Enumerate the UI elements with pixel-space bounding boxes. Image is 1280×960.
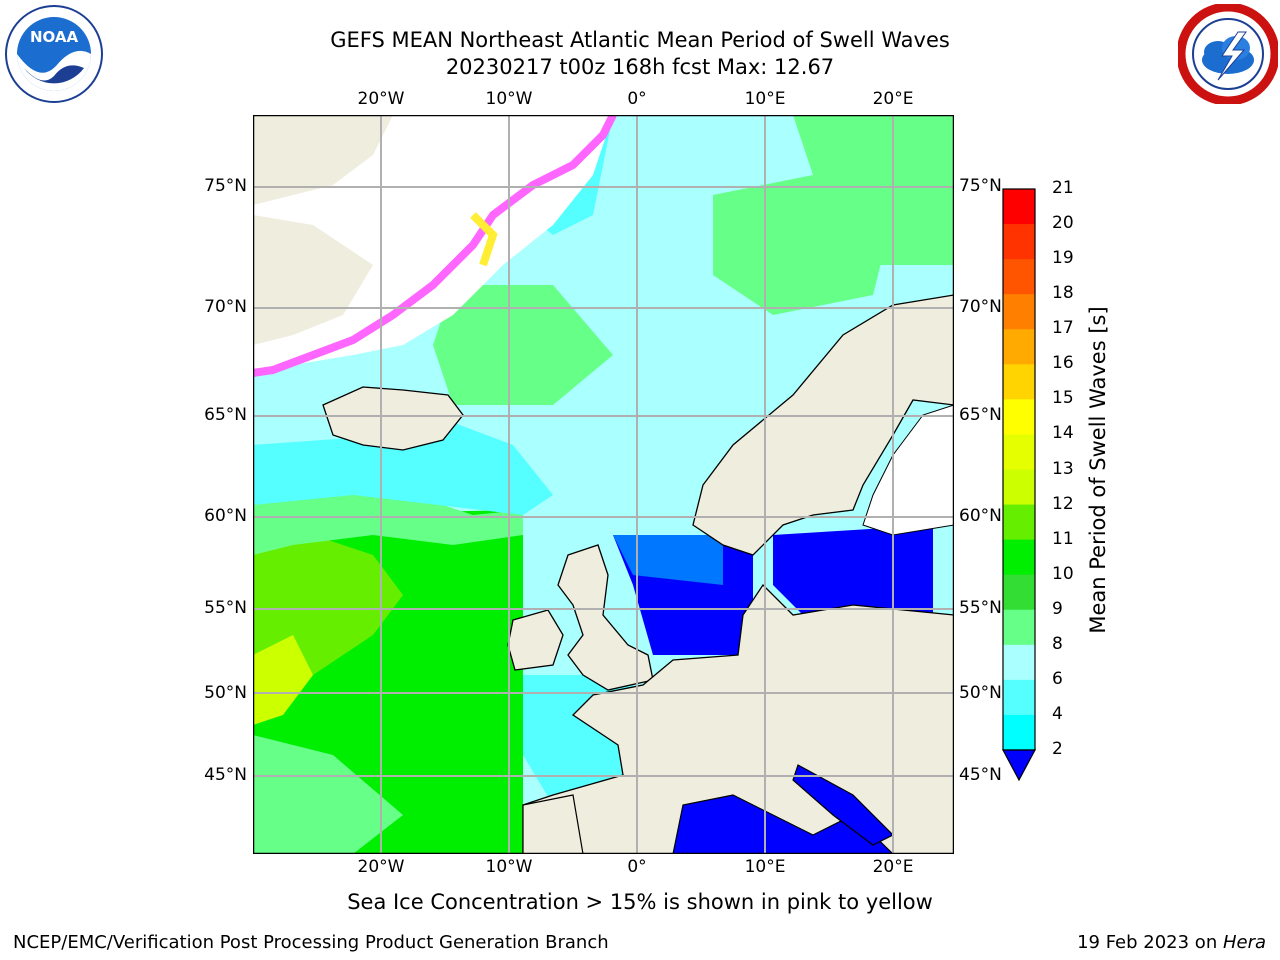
noaa-logo: NOAA (5, 5, 103, 103)
colorbar-tick-label: 17 (1052, 318, 1074, 339)
colorbar-segment (1003, 644, 1035, 681)
lat-label-right: 55°N (959, 598, 1002, 618)
colorbar-tick-label: 2 (1052, 739, 1063, 759)
colorbar-segment (1003, 609, 1035, 646)
colorbar-tick-label: 8 (1052, 633, 1063, 654)
colorbar-segment (1003, 539, 1035, 576)
lon-label-bottom: 20°W (357, 857, 405, 877)
colorbar-tick-label: 14 (1052, 423, 1074, 444)
colorbar-title: Mean Period of Swell Waves [s] (1086, 306, 1110, 634)
lon-label-bottom: 10°E (744, 857, 786, 877)
colorbar (1002, 188, 1036, 782)
colorbar-tick-label: 6 (1052, 668, 1063, 689)
footer-date: 19 Feb 2023 on Hera (1077, 932, 1266, 953)
lon-label-top: 10°W (485, 89, 533, 109)
colorbar-tick-label: 19 (1052, 248, 1074, 269)
lat-label-left: 55°N (204, 598, 247, 618)
iceland (322, 386, 464, 451)
nws-logo (1178, 4, 1278, 104)
colorbar-tick-label: 12 (1052, 493, 1074, 514)
colorbar-tick-label: 11 (1052, 528, 1074, 549)
colorbar-tick-label: 21 (1052, 178, 1074, 198)
noaa-logo-text: NOAA (30, 28, 79, 46)
colorbar-tick-label: 4 (1052, 703, 1063, 724)
colorbar-segment (1003, 259, 1035, 295)
sea-ice-caption: Sea Ice Concentration > 15% is shown in … (347, 890, 933, 914)
colorbar-segment (1003, 294, 1035, 330)
colorbar-under-arrow (1002, 749, 1036, 782)
colorbar-segment (1003, 504, 1035, 541)
colorbar-frame (1002, 188, 1036, 751)
colorbar-tick-label: 9 (1052, 598, 1063, 619)
sea-ice-edge (253, 115, 617, 377)
lon-label-top: 10°E (744, 89, 786, 109)
colorbar-segment (1003, 574, 1035, 611)
lat-label-left: 75°N (204, 176, 247, 196)
lat-label-left: 50°N (204, 683, 247, 703)
lon-label-bottom: 0° (627, 857, 647, 877)
colorbar-segment (1003, 189, 1035, 225)
lat-label-right: 45°N (959, 765, 1002, 785)
lat-label-right: 70°N (959, 297, 1002, 317)
lat-label-right: 65°N (959, 405, 1002, 425)
lon-label-top: 0° (627, 89, 647, 109)
scandinavia (692, 294, 954, 556)
colorbar-segment (1003, 364, 1035, 400)
colorbar-tick-label: 16 (1052, 353, 1074, 374)
map-frame (253, 115, 954, 854)
colorbar-segment (1003, 224, 1035, 260)
footer-credit: NCEP/EMC/Verification Post Processing Pr… (13, 932, 609, 953)
colorbar-segment (1003, 469, 1035, 506)
lat-label-right: 50°N (959, 683, 1002, 703)
lon-label-bottom: 10°W (485, 857, 533, 877)
lat-label-right: 75°N (959, 176, 1002, 196)
swell-period-map (253, 115, 954, 854)
map-title: GEFS MEAN Northeast Atlantic Mean Period… (330, 28, 950, 52)
footer-date-text: 19 Feb 2023 on (1077, 932, 1223, 953)
colorbar-tick-label: 20 (1052, 213, 1074, 234)
colorbar-tick-label: 15 (1052, 388, 1074, 409)
lon-label-top: 20°E (872, 89, 914, 109)
colorbar-segment (1003, 679, 1035, 716)
footer-host: Hera (1222, 932, 1266, 953)
colorbar-segment (1003, 434, 1035, 470)
greenland-land (253, 115, 393, 205)
colorbar-tick-label: 18 (1052, 283, 1074, 304)
lon-label-top: 20°W (357, 89, 405, 109)
lat-label-left: 65°N (204, 405, 247, 425)
colorbar-segment (1003, 329, 1035, 365)
map-graticule (253, 115, 954, 854)
colorbar-tick-label: 10 (1052, 563, 1074, 584)
lon-label-bottom: 20°E (872, 857, 914, 877)
lat-label-left: 70°N (204, 297, 247, 317)
lat-label-left: 60°N (204, 506, 247, 526)
colorbar-segment (1003, 714, 1035, 751)
colorbar-segment (1003, 399, 1035, 435)
lat-label-left: 45°N (204, 765, 247, 785)
map-subtitle: 20230217 t00z 168h fcst Max: 12.67 (445, 55, 835, 79)
colorbar-tick-label: 13 (1052, 458, 1074, 479)
lat-label-right: 60°N (959, 506, 1002, 526)
